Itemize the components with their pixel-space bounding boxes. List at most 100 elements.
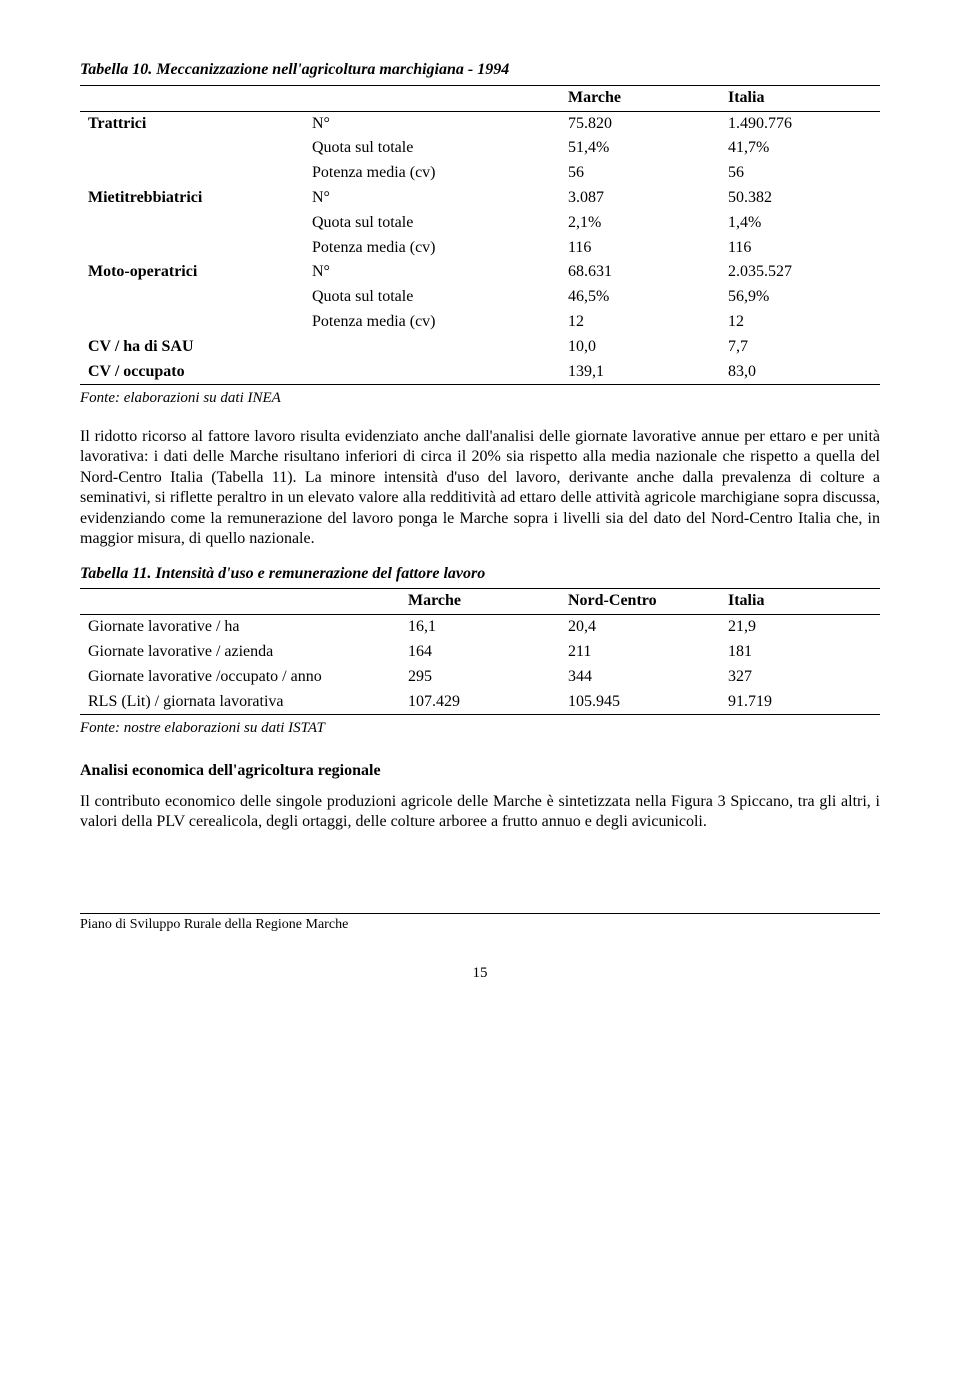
cell: Mietitrebbiatrici xyxy=(80,186,304,211)
footer-divider xyxy=(80,913,880,914)
cell: Trattrici xyxy=(80,111,304,136)
cell: 116 xyxy=(720,236,880,261)
cell: Moto-operatrici xyxy=(80,260,304,285)
cell: 56,9% xyxy=(720,285,880,310)
cell: Potenza media (cv) xyxy=(304,161,560,186)
cell xyxy=(304,335,560,360)
cell: 56 xyxy=(560,161,720,186)
cell: 107.429 xyxy=(400,690,560,715)
cell: 139,1 xyxy=(560,360,720,385)
cell xyxy=(80,285,304,310)
cell: RLS (Lit) / giornata lavorativa xyxy=(80,690,400,715)
table11-h4: Italia xyxy=(720,589,880,615)
table-row: Giornate lavorative /occupato / anno2953… xyxy=(80,665,880,690)
table11: Marche Nord-Centro Italia Giornate lavor… xyxy=(80,588,880,715)
section-paragraph: Il contributo economico delle singole pr… xyxy=(80,792,880,833)
cell xyxy=(304,360,560,385)
cell: 3.087 xyxy=(560,186,720,211)
cell xyxy=(80,136,304,161)
table10-h2 xyxy=(304,85,560,111)
cell: 1.490.776 xyxy=(720,111,880,136)
cell: Quota sul totale xyxy=(304,285,560,310)
table-row: TrattriciN°75.8201.490.776 xyxy=(80,111,880,136)
cell: 116 xyxy=(560,236,720,261)
cell: 51,4% xyxy=(560,136,720,161)
cell: 46,5% xyxy=(560,285,720,310)
cell: 7,7 xyxy=(720,335,880,360)
table10: Marche Italia TrattriciN°75.8201.490.776… xyxy=(80,85,880,386)
cell: 41,7% xyxy=(720,136,880,161)
cell: 12 xyxy=(720,310,880,335)
cell: 91.719 xyxy=(720,690,880,715)
cell: CV / occupato xyxy=(80,360,304,385)
cell: Giornate lavorative / azienda xyxy=(80,640,400,665)
cell: CV / ha di SAU xyxy=(80,335,304,360)
cell: Potenza media (cv) xyxy=(304,236,560,261)
cell xyxy=(80,236,304,261)
cell: 181 xyxy=(720,640,880,665)
cell: 2,1% xyxy=(560,211,720,236)
table-row: Giornate lavorative / ha16,120,421,9 xyxy=(80,615,880,640)
cell: 164 xyxy=(400,640,560,665)
cell: 12 xyxy=(560,310,720,335)
table-row: CV / occupato 139,183,0 xyxy=(80,360,880,385)
table10-title: Tabella 10. Meccanizzazione nell'agricol… xyxy=(80,60,880,81)
cell: 16,1 xyxy=(400,615,560,640)
table10-h1 xyxy=(80,85,304,111)
table-row: RLS (Lit) / giornata lavorativa107.42910… xyxy=(80,690,880,715)
cell: 68.631 xyxy=(560,260,720,285)
cell: Giornate lavorative / ha xyxy=(80,615,400,640)
page-number: 15 xyxy=(80,964,880,984)
table11-h3: Nord-Centro xyxy=(560,589,720,615)
table-row: Quota sul totale2,1%1,4% xyxy=(80,211,880,236)
table-row: Potenza media (cv)5656 xyxy=(80,161,880,186)
table-row: Potenza media (cv)116116 xyxy=(80,236,880,261)
cell xyxy=(80,211,304,236)
page-footer: Piano di Sviluppo Rurale della Regione M… xyxy=(80,913,880,984)
footer-text: Piano di Sviluppo Rurale della Regione M… xyxy=(80,916,880,934)
table11-title: Tabella 11. Intensità d'uso e remunerazi… xyxy=(80,564,880,585)
section-heading: Analisi economica dell'agricoltura regio… xyxy=(80,761,880,782)
cell: N° xyxy=(304,111,560,136)
table10-h3: Marche xyxy=(560,85,720,111)
cell: 344 xyxy=(560,665,720,690)
cell: 10,0 xyxy=(560,335,720,360)
table-row: Quota sul totale51,4%41,7% xyxy=(80,136,880,161)
table11-h2: Marche xyxy=(400,589,560,615)
cell: 2.035.527 xyxy=(720,260,880,285)
table11-source: Fonte: nostre elaborazioni su dati ISTAT xyxy=(80,719,880,739)
cell: Giornate lavorative /occupato / anno xyxy=(80,665,400,690)
table-row: CV / ha di SAU 10,07,7 xyxy=(80,335,880,360)
cell: 50.382 xyxy=(720,186,880,211)
cell: 56 xyxy=(720,161,880,186)
cell: 20,4 xyxy=(560,615,720,640)
table-row: MietitrebbiatriciN°3.08750.382 xyxy=(80,186,880,211)
table-row: Giornate lavorative / azienda164211181 xyxy=(80,640,880,665)
cell: N° xyxy=(304,260,560,285)
table10-head-row: Marche Italia xyxy=(80,85,880,111)
table-row: Moto-operatriciN°68.6312.035.527 xyxy=(80,260,880,285)
paragraph-1: Il ridotto ricorso al fattore lavoro ris… xyxy=(80,427,880,550)
cell xyxy=(80,161,304,186)
table10-body: TrattriciN°75.8201.490.776 Quota sul tot… xyxy=(80,111,880,385)
cell: 211 xyxy=(560,640,720,665)
table-row: Potenza media (cv)1212 xyxy=(80,310,880,335)
cell: 1,4% xyxy=(720,211,880,236)
cell: 105.945 xyxy=(560,690,720,715)
table11-body: Giornate lavorative / ha16,120,421,9 Gio… xyxy=(80,615,880,715)
cell: N° xyxy=(304,186,560,211)
cell: Potenza media (cv) xyxy=(304,310,560,335)
table-row: Quota sul totale46,5%56,9% xyxy=(80,285,880,310)
cell: Quota sul totale xyxy=(304,136,560,161)
cell: 295 xyxy=(400,665,560,690)
cell: 327 xyxy=(720,665,880,690)
cell xyxy=(80,310,304,335)
table10-h4: Italia xyxy=(720,85,880,111)
table10-source: Fonte: elaborazioni su dati INEA xyxy=(80,389,880,409)
table11-head-row: Marche Nord-Centro Italia xyxy=(80,589,880,615)
cell: Quota sul totale xyxy=(304,211,560,236)
cell: 83,0 xyxy=(720,360,880,385)
table11-h1 xyxy=(80,589,400,615)
cell: 75.820 xyxy=(560,111,720,136)
cell: 21,9 xyxy=(720,615,880,640)
